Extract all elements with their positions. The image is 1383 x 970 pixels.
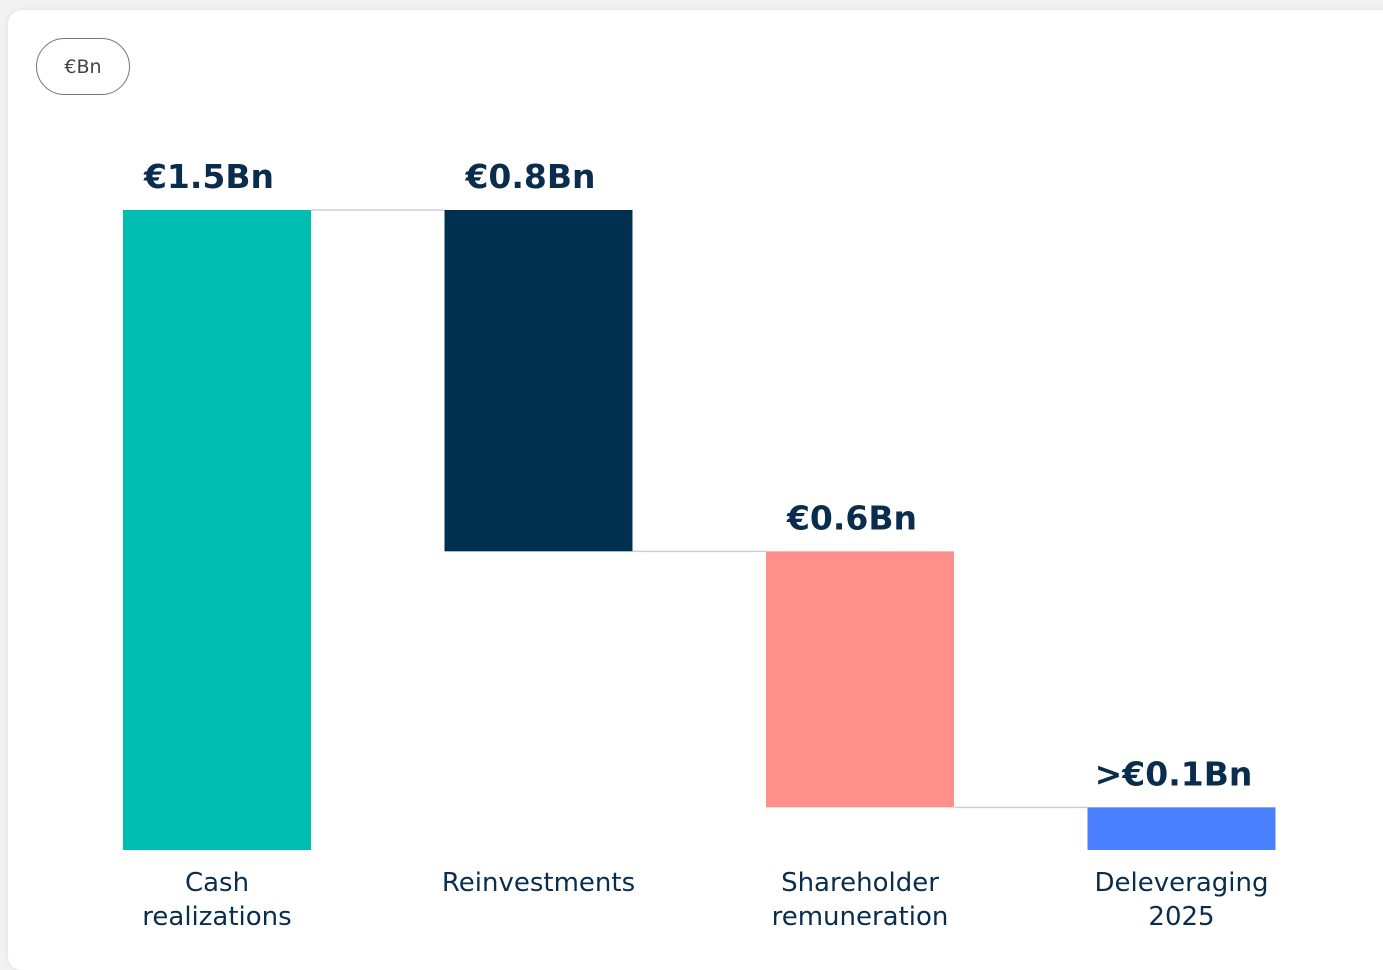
category-label: Reinvestments — [441, 868, 636, 898]
category-label: Deleveraging 2025 — [1094, 868, 1269, 932]
unit-badge: €Bn — [36, 38, 130, 95]
value-label: €1.5Bn — [143, 157, 274, 196]
category-label: Cash realizations — [142, 868, 292, 932]
bar — [444, 210, 633, 552]
value-label: €0.8Bn — [464, 157, 595, 196]
value-label: €0.6Bn — [786, 498, 917, 537]
value-label: >€0.1Bn — [1095, 754, 1253, 793]
bar — [1087, 807, 1276, 850]
category-label: Shareholder remuneration — [771, 868, 949, 932]
bar — [123, 210, 311, 850]
bar — [766, 551, 954, 808]
